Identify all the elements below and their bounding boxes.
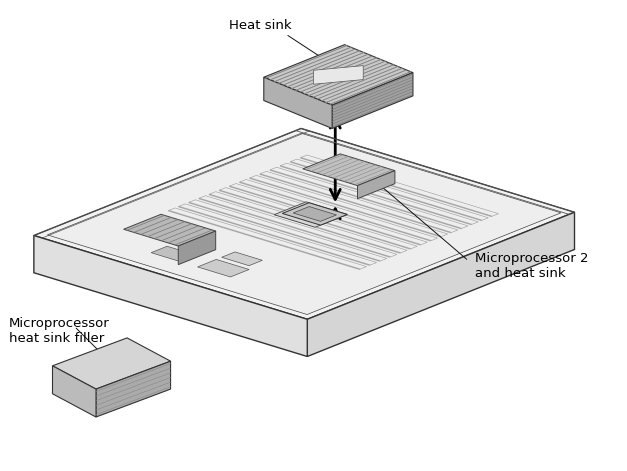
Polygon shape xyxy=(307,212,574,357)
Polygon shape xyxy=(53,366,96,417)
Polygon shape xyxy=(34,129,574,319)
Polygon shape xyxy=(264,77,332,129)
Polygon shape xyxy=(96,361,171,417)
Polygon shape xyxy=(314,65,363,84)
Text: Microprocessor
heat sink filler: Microprocessor heat sink filler xyxy=(9,317,110,345)
Polygon shape xyxy=(198,260,249,277)
Polygon shape xyxy=(282,203,347,225)
Polygon shape xyxy=(34,236,307,357)
Polygon shape xyxy=(303,154,395,186)
Polygon shape xyxy=(293,207,337,221)
Polygon shape xyxy=(178,231,216,265)
Polygon shape xyxy=(264,45,413,105)
Text: Heat sink: Heat sink xyxy=(229,19,292,32)
Polygon shape xyxy=(357,171,395,199)
Polygon shape xyxy=(48,133,561,315)
Polygon shape xyxy=(222,252,262,266)
Polygon shape xyxy=(164,224,208,239)
Polygon shape xyxy=(151,246,194,261)
Text: Microprocessor 2
and heat sink: Microprocessor 2 and heat sink xyxy=(475,252,589,280)
Polygon shape xyxy=(274,202,347,227)
Polygon shape xyxy=(53,338,171,389)
Polygon shape xyxy=(124,214,216,246)
Polygon shape xyxy=(332,73,413,129)
